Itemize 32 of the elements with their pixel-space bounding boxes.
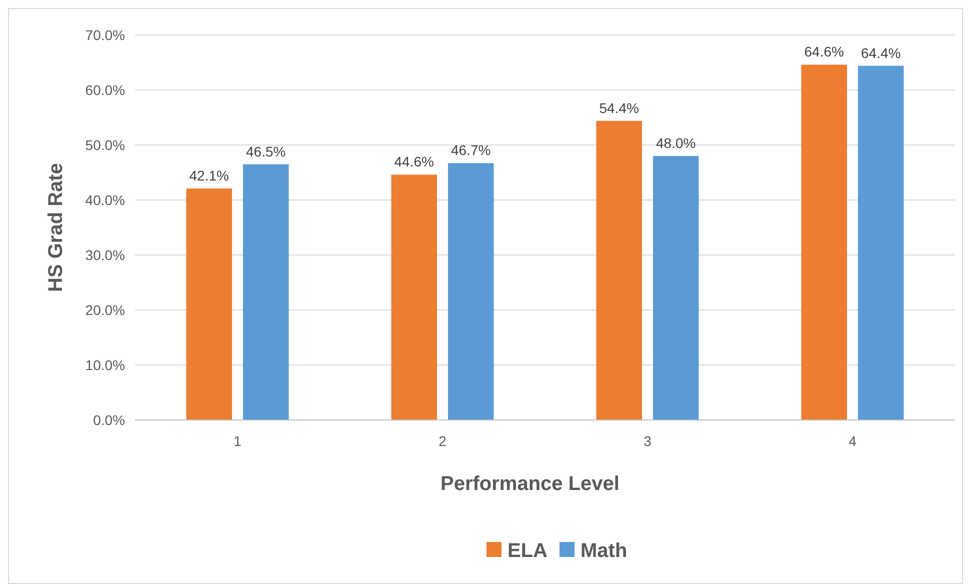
y-tick-label: 10.0% (85, 356, 125, 373)
y-tick-label: 50.0% (85, 136, 125, 153)
y-tick-label: 40.0% (85, 192, 125, 208)
data-label: 44.6% (394, 154, 434, 170)
bar (653, 156, 699, 420)
data-label: 46.7% (451, 142, 491, 158)
data-label: 48.0% (656, 135, 696, 151)
legend-label: Math (580, 540, 628, 562)
bar (186, 188, 232, 420)
bar (391, 174, 437, 420)
y-tick-label: 20.0% (85, 302, 125, 318)
x-axis-title: Performance Level (440, 473, 620, 495)
data-label: 42.1% (189, 167, 229, 184)
x-tick-label: 3 (644, 433, 652, 449)
y-tick-label: 60.0% (85, 82, 125, 98)
bar (801, 64, 847, 420)
y-tick-label: 0.0% (93, 412, 125, 428)
x-tick-label: 2 (438, 433, 447, 449)
bar (448, 163, 494, 420)
y-tick-label: 30.0% (85, 246, 125, 263)
data-label: 54.4% (599, 100, 639, 116)
bar (596, 120, 642, 420)
y-axis-title: HS Grad Rate (45, 163, 67, 292)
data-label: 46.5% (246, 143, 286, 160)
x-tick-label: 4 (848, 433, 857, 449)
data-label: 64.4% (861, 44, 901, 61)
data-label: 64.6% (804, 44, 844, 60)
legend-label: ELA (508, 540, 548, 562)
x-tick-label: 1 (234, 433, 242, 449)
y-tick-label: 70.0% (85, 26, 125, 43)
bar (243, 164, 289, 420)
bar (858, 66, 904, 420)
